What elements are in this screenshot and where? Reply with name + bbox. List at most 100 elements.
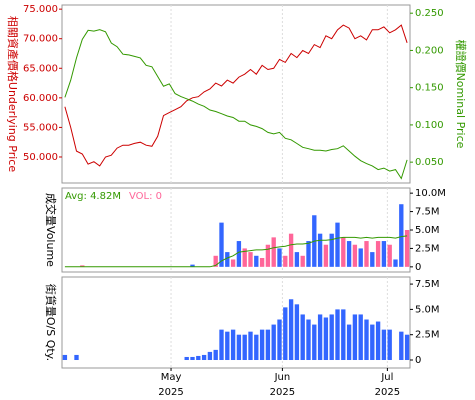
y2-tick-label: 0.250 <box>415 8 444 19</box>
bar <box>399 331 404 361</box>
bar <box>74 354 79 361</box>
bar <box>259 258 265 267</box>
bar <box>370 324 375 361</box>
bar <box>329 233 334 267</box>
bar <box>312 324 317 361</box>
bar <box>254 255 259 267</box>
y-tick-label: 55.000 <box>23 122 58 133</box>
y-tick-label: 7.5M <box>415 279 440 290</box>
bar <box>248 331 253 361</box>
price-line <box>64 29 408 180</box>
y-tick-label: 0 <box>415 262 421 273</box>
y-tick-label: 50.000 <box>23 152 58 163</box>
bar <box>271 324 276 361</box>
bar <box>364 319 369 361</box>
y-tick-label: 5.0M <box>415 304 440 315</box>
bar <box>190 264 195 267</box>
x-tick-label: Jun 2025 <box>269 372 296 398</box>
bar <box>271 237 276 267</box>
bar <box>283 307 288 361</box>
bar <box>219 222 224 267</box>
bar <box>277 319 282 361</box>
bar <box>323 244 329 267</box>
bar <box>364 241 369 267</box>
bar <box>375 321 381 361</box>
y-tick-label: 10.0M <box>415 188 446 199</box>
bar <box>242 248 247 267</box>
y-tick-label: 2.5M <box>415 243 440 254</box>
bar <box>300 255 305 267</box>
y2-tick-label: 0.200 <box>415 45 444 56</box>
y-tick-label: 5.0M <box>415 225 440 236</box>
bar <box>236 334 242 361</box>
bar <box>341 309 346 361</box>
bar <box>393 259 398 267</box>
y-tick-label: 75.000 <box>23 4 58 15</box>
y-tick-label: 0 <box>415 355 421 366</box>
bar <box>346 324 352 361</box>
bar <box>62 354 68 361</box>
bar <box>288 299 294 361</box>
bar <box>213 255 218 267</box>
bar <box>375 241 381 267</box>
y-axis-title: 街貨量O/S Qty. <box>44 284 58 361</box>
bar <box>329 314 334 361</box>
y2-tick-label: 0.050 <box>415 157 444 168</box>
bar <box>358 314 363 361</box>
bar <box>323 317 329 361</box>
bar <box>254 334 259 361</box>
y-tick-label: 65.000 <box>23 63 58 74</box>
bar <box>306 319 311 361</box>
y-axis-title: 相關資產價格Underlying Price <box>6 16 20 172</box>
bar <box>230 259 236 267</box>
bar <box>219 329 224 361</box>
bar <box>242 334 247 361</box>
bar <box>317 233 323 267</box>
bar <box>225 331 230 361</box>
bar <box>207 351 213 361</box>
bar <box>190 356 195 361</box>
bar <box>184 356 189 361</box>
bar <box>387 329 392 361</box>
bar <box>370 252 375 267</box>
y2-tick-label: 0.150 <box>415 83 444 94</box>
y-tick-label: 2.5M <box>415 330 440 341</box>
price-line <box>64 24 408 167</box>
bar <box>346 241 352 267</box>
bar <box>277 248 282 267</box>
avg-line <box>64 235 408 268</box>
y2-tick-label: 0.100 <box>415 120 444 131</box>
legend-text: VOL: 0 <box>129 191 162 202</box>
bar <box>201 354 207 361</box>
bar <box>294 252 300 267</box>
y-tick-label: 60.000 <box>23 93 58 104</box>
bar <box>404 334 410 361</box>
bar <box>404 230 410 267</box>
bar <box>288 233 294 267</box>
panel-frame <box>61 276 411 369</box>
x-tick-label: Jul 2025 <box>374 372 401 398</box>
x-tick-label: May 2025 <box>158 372 184 398</box>
bar <box>358 248 363 267</box>
bar <box>352 244 358 267</box>
bar <box>213 349 218 361</box>
bar <box>317 314 323 361</box>
bar <box>80 265 85 267</box>
bar <box>230 329 236 361</box>
y-axis-title: 成交量Volume <box>44 193 58 267</box>
bar <box>300 314 305 361</box>
bar <box>399 204 404 267</box>
y2-axis-title: 權證價Nominal Price <box>454 40 468 149</box>
bar <box>236 241 242 267</box>
bar <box>335 309 340 361</box>
bar <box>196 355 201 361</box>
y-tick-label: 7.5M <box>415 207 440 218</box>
bar <box>306 241 311 267</box>
bar <box>259 329 265 361</box>
bar <box>341 237 346 267</box>
bar <box>294 304 300 361</box>
bar <box>283 255 288 267</box>
y-tick-label: 70.000 <box>23 34 58 45</box>
